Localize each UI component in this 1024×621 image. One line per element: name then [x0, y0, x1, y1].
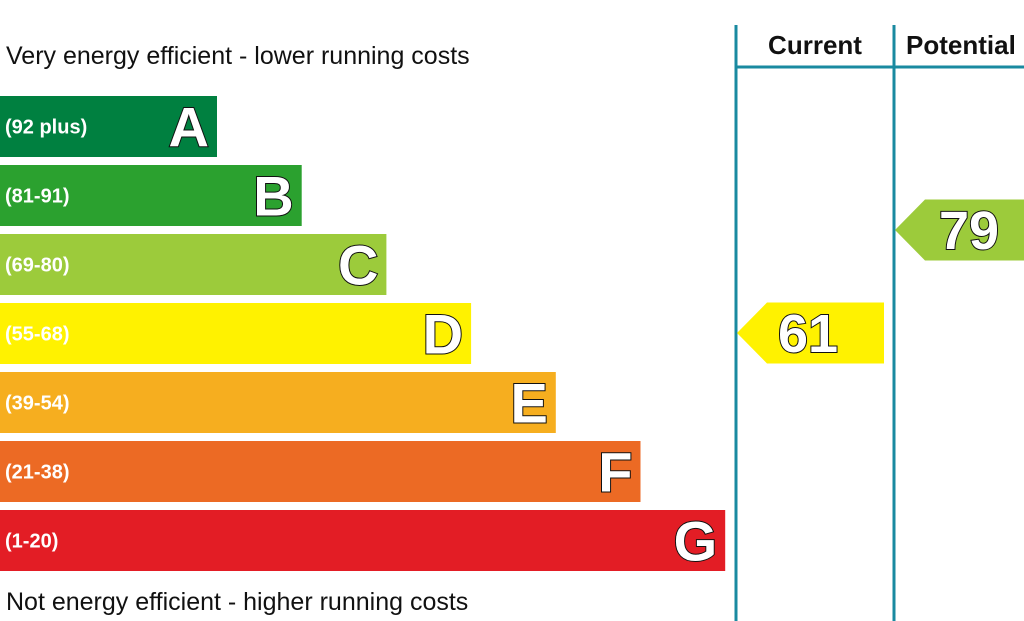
band-a-bar	[0, 96, 217, 157]
inefficient-caption: Not energy efficient - higher running co…	[6, 588, 469, 616]
band-c-letter: C	[338, 234, 378, 297]
band-c-bar	[0, 234, 387, 295]
potential-rating-arrow	[895, 199, 1024, 261]
band-f-letter: F	[598, 441, 632, 504]
current-rating-value: 61	[778, 304, 838, 364]
band-e-range: (39-54)	[5, 393, 69, 415]
band-a-range: (92 plus)	[5, 117, 87, 139]
band-c-range: (69-80)	[5, 255, 69, 277]
band-f-bar	[0, 441, 641, 502]
band-g-letter: G	[674, 510, 718, 573]
band-g-range: (1-20)	[5, 531, 58, 553]
band-g-bar	[0, 510, 726, 571]
band-f-range: (21-38)	[5, 462, 69, 484]
band-d-bar	[0, 303, 472, 364]
band-e-bar	[0, 372, 556, 433]
column-header-current: Current	[768, 30, 862, 60]
column-header-potential: Potential	[906, 30, 1016, 60]
band-d-letter: D	[423, 303, 463, 366]
band-d-range: (55-68)	[5, 324, 69, 346]
band-a-letter: A	[169, 96, 209, 159]
band-b-letter: B	[253, 165, 293, 228]
band-b-bar	[0, 165, 302, 226]
current-rating-arrow	[737, 302, 884, 364]
band-e-letter: E	[510, 372, 547, 435]
band-b-range: (81-91)	[5, 186, 69, 208]
potential-rating-value: 79	[939, 201, 999, 261]
efficient-caption: Very energy efficient - lower running co…	[6, 42, 470, 70]
